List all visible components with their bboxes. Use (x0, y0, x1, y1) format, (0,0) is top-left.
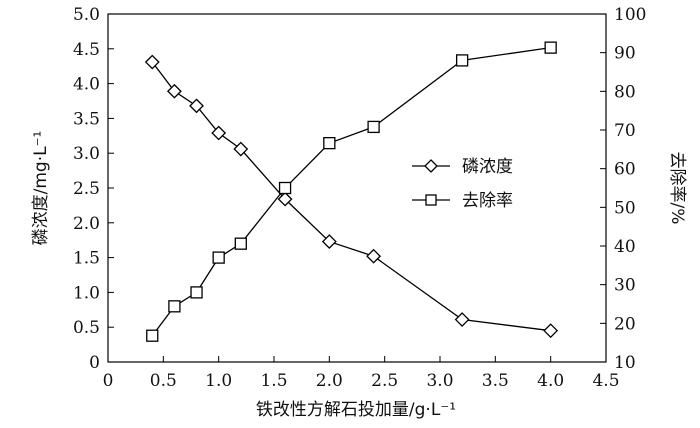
data-point-square (212, 251, 225, 264)
legend-label-removal: 去除率 (462, 191, 513, 211)
right-y-tick-label: 40 (614, 237, 636, 257)
data-point-square (146, 329, 159, 342)
legend: 磷浓度 去除率 (412, 157, 513, 211)
data-point-diamond (211, 125, 227, 141)
series-phosphorus-concentration (144, 54, 559, 339)
right-y-tick-label: 70 (614, 121, 636, 141)
data-point-diamond (144, 54, 160, 70)
data-point-square (455, 54, 469, 67)
x-axis-title: 铁改性方解石投加量/g·L⁻¹ (256, 400, 456, 420)
series-layer (144, 41, 559, 342)
left-y-axis-ticks: 0 0.5 1.0 1.5 2.0 2.5 3.0 3.5 4.0 4.5 5.0 (73, 5, 114, 373)
legend-square-marker (425, 194, 437, 206)
left-y-tick-label: 1.5 (73, 249, 100, 269)
right-y-tick-label: 90 (614, 44, 636, 64)
series-line (151, 46, 551, 337)
data-point-diamond (321, 234, 337, 250)
left-y-axis-title: 磷浓度/mg·L⁻¹ (31, 131, 51, 246)
data-point-square (323, 136, 336, 150)
x-tick-label: 4.0 (537, 371, 564, 391)
right-y-tick-label: 80 (614, 82, 636, 102)
legend-diamond-marker (424, 159, 438, 173)
left-y-tick-label: 4.5 (73, 40, 100, 60)
plot-frame (107, 13, 607, 363)
legend-label-phosphorus: 磷浓度 (462, 157, 513, 177)
right-y-axis-title: 去除率/% (667, 152, 687, 225)
right-y-tick-label: 30 (614, 276, 636, 296)
left-y-tick-label: 1.0 (73, 283, 100, 303)
left-y-tick-label: 0.5 (73, 318, 100, 338)
right-y-tick-label: 100 (614, 5, 646, 25)
x-axis-ticks: 0 0.5 1.0 1.5 2.0 2.5 3.0 3.5 4.0 4.5 (103, 356, 620, 391)
left-y-tick-label: 3.0 (73, 144, 100, 164)
data-point-square (544, 41, 557, 54)
right-y-tick-label: 60 (614, 160, 636, 180)
data-point-diamond (543, 323, 559, 339)
x-tick-label: 1.5 (260, 371, 287, 391)
data-point-diamond (366, 248, 382, 264)
x-tick-label: 0 (103, 371, 114, 391)
right-y-axis-ticks: 10 20 30 40 50 60 70 80 90 100 (600, 5, 646, 373)
x-tick-label: 2.0 (316, 371, 343, 391)
x-tick-label: 4.5 (592, 371, 619, 391)
legend-item-removal: 去除率 (412, 191, 513, 211)
left-y-tick-label: 5.0 (73, 5, 100, 25)
left-y-tick-label: 2.5 (73, 179, 100, 199)
data-point-diamond (454, 312, 470, 327)
x-tick-label: 2.5 (371, 371, 398, 391)
data-point-diamond (166, 83, 182, 99)
data-point-square (190, 286, 203, 299)
data-point-diamond (189, 98, 204, 114)
data-point-square (168, 300, 181, 313)
legend-item-phosphorus: 磷浓度 (412, 157, 513, 177)
series-line (151, 61, 551, 332)
right-y-tick-label: 10 (614, 353, 636, 373)
left-y-tick-label: 3.5 (73, 109, 100, 129)
right-y-tick-label: 50 (614, 198, 636, 218)
x-tick-label: 0.5 (150, 371, 177, 391)
series-removal-rate (146, 41, 557, 342)
data-point-square (234, 237, 247, 250)
x-tick-label: 3.5 (482, 371, 509, 391)
left-y-tick-label: 2.0 (73, 214, 100, 234)
x-tick-label: 3.0 (426, 371, 453, 391)
left-y-tick-label: 4.0 (73, 75, 100, 95)
right-y-tick-label: 20 (614, 314, 636, 334)
data-point-square (367, 120, 380, 134)
axes (107, 13, 607, 363)
data-point-diamond (277, 191, 293, 207)
x-tick-label: 1.0 (205, 371, 232, 391)
left-y-tick-label: 0 (89, 353, 100, 373)
data-point-square (278, 181, 292, 195)
data-point-diamond (233, 141, 249, 157)
